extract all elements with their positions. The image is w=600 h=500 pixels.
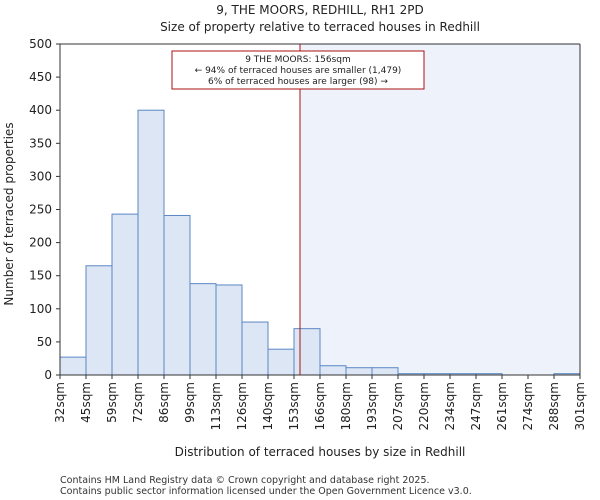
bar-113sqm	[215, 284, 243, 376]
x-tick-label-193sqm: 193sqm	[365, 382, 379, 430]
y-tick-label-150: 150	[29, 269, 52, 283]
x-axis-label: Distribution of terraced houses by size …	[175, 445, 466, 459]
bar-32sqm	[59, 356, 87, 376]
x-tick-label-59sqm: 59sqm	[105, 382, 119, 423]
x-tick-label-247sqm: 247sqm	[469, 382, 483, 430]
x-tick-label-180sqm: 180sqm	[339, 382, 353, 430]
footer-line-1: Contains HM Land Registry data © Crown c…	[60, 475, 430, 486]
footer-line-2: Contains public sector information licen…	[60, 486, 472, 497]
y-tick-label-200: 200	[29, 236, 52, 250]
x-tick-label-234sqm: 234sqm	[443, 382, 457, 430]
y-tick-label-100: 100	[29, 302, 52, 316]
x-tick-label-99sqm: 99sqm	[183, 382, 197, 423]
y-tick-label-0: 0	[44, 368, 52, 382]
x-tick-label-86sqm: 86sqm	[157, 382, 171, 423]
annotation-box	[171, 50, 425, 90]
annotation-line-2: ← 94% of terraced houses are smaller (1,…	[195, 66, 402, 76]
bar-180sqm	[345, 367, 373, 376]
x-tick-label-207sqm: 207sqm	[391, 382, 405, 430]
x-tick-label-32sqm: 32sqm	[53, 382, 67, 423]
y-tick-label-300: 300	[29, 169, 52, 183]
bar-99sqm	[189, 283, 217, 376]
x-tick-label-45sqm: 45sqm	[79, 382, 93, 423]
y-tick-label-400: 400	[29, 103, 52, 117]
x-tick-label-72sqm: 72sqm	[131, 382, 145, 423]
x-tick-label-140sqm: 140sqm	[261, 382, 275, 430]
y-tick-label-450: 450	[29, 70, 52, 84]
bar-193sqm	[371, 367, 399, 376]
x-tick-label-301sqm: 301sqm	[573, 382, 587, 430]
x-tick-label-113sqm: 113sqm	[209, 382, 223, 430]
highlight-region	[300, 44, 580, 375]
bar-86sqm	[163, 214, 191, 376]
chart-title: 9, THE MOORS, REDHILL, RH1 2PD	[216, 3, 424, 17]
y-axis-label: Number of terraced properties	[2, 122, 16, 305]
x-tick-label-274sqm: 274sqm	[521, 382, 535, 430]
y-tick-label-350: 350	[29, 136, 52, 150]
bar-72sqm	[137, 109, 165, 376]
bar-166sqm	[319, 365, 347, 376]
x-tick-label-220sqm: 220sqm	[417, 382, 431, 430]
x-tick-label-166sqm: 166sqm	[313, 382, 327, 430]
bar-153sqm	[293, 328, 321, 376]
bar-59sqm	[111, 213, 139, 376]
x-tick-label-126sqm: 126sqm	[235, 382, 249, 430]
bar-140sqm	[267, 348, 295, 376]
annotation-line-3: 6% of terraced houses are larger (98) →	[208, 77, 388, 87]
chart-subtitle: Size of property relative to terraced ho…	[160, 20, 480, 34]
bar-45sqm	[85, 265, 113, 376]
bar-126sqm	[241, 321, 269, 376]
y-tick-label-250: 250	[29, 203, 52, 217]
annotation-line-1: 9 THE MOORS: 156sqm	[245, 55, 351, 65]
x-tick-label-261sqm: 261sqm	[495, 382, 509, 430]
x-tick-label-288sqm: 288sqm	[547, 382, 561, 430]
x-tick-label-153sqm: 153sqm	[287, 382, 301, 430]
y-tick-label-50: 50	[37, 335, 52, 349]
y-tick-label-500: 500	[29, 37, 52, 51]
